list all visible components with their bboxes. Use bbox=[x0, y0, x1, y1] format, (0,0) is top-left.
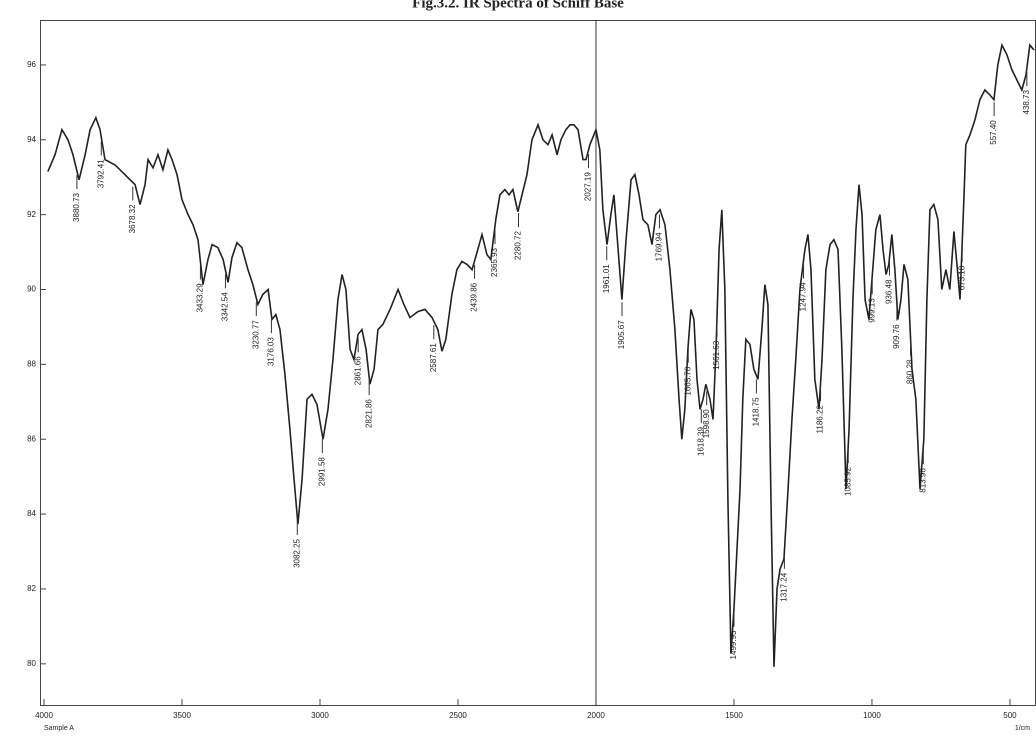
chart-title: Fig.3.2. IR Spectra of Schiff Base bbox=[412, 0, 624, 11]
spectrum-line bbox=[47, 42, 1035, 667]
peak-label: 3230.77 bbox=[251, 320, 260, 349]
peak-label: 3678.32 bbox=[128, 204, 137, 233]
peak-label: 673.18 bbox=[957, 265, 966, 290]
x-tick-label: 2500 bbox=[449, 711, 467, 720]
peak-label: 2821.86 bbox=[364, 399, 373, 428]
peak-label: 2587.61 bbox=[429, 343, 438, 372]
y-tick-label: 86 bbox=[27, 434, 36, 443]
peak-label: 3792.41 bbox=[96, 159, 105, 188]
x-tick-label: 1000 bbox=[863, 711, 881, 720]
y-tick-label: 84 bbox=[27, 509, 36, 518]
x-tick-label: 1500 bbox=[725, 711, 743, 720]
peak-label: 2027.19 bbox=[584, 172, 593, 201]
y-tick-label: 88 bbox=[27, 359, 36, 368]
peak-label: 1561.63 bbox=[712, 340, 721, 369]
peak-label: 1598.90 bbox=[702, 409, 711, 438]
peak-label: 999.13 bbox=[867, 298, 876, 323]
y-tick-label: 96 bbox=[27, 60, 36, 69]
peak-label: 1247.94 bbox=[799, 282, 808, 311]
peak-label: 1499.95 bbox=[729, 630, 738, 659]
peak-label: 2280.72 bbox=[514, 231, 523, 260]
peak-label: 1186.22 bbox=[816, 405, 825, 434]
y-tick-label: 80 bbox=[27, 659, 36, 668]
peak-label: 3433.29 bbox=[196, 283, 205, 312]
peak-label: 2439.86 bbox=[470, 282, 479, 311]
x-tick-label: 3000 bbox=[311, 711, 329, 720]
peak-label: 1317.24 bbox=[780, 572, 789, 601]
peak-label: 1085.92 bbox=[843, 466, 852, 495]
peak-label: 909.76 bbox=[892, 324, 901, 349]
x-axis-label: 1/cm bbox=[1015, 725, 1030, 732]
peak-label: 936.48 bbox=[885, 279, 894, 304]
x-tick-label: 2000 bbox=[587, 711, 605, 720]
peak-label: 3880.73 bbox=[72, 192, 81, 221]
x-tick-label: 3500 bbox=[173, 711, 191, 720]
sample-label: Sample A bbox=[44, 725, 74, 732]
x-tick-label: 500 bbox=[1003, 711, 1017, 720]
peak-label: 2991.58 bbox=[317, 457, 326, 486]
y-tick-label: 90 bbox=[27, 285, 36, 294]
peak-label: 1418.75 bbox=[752, 397, 761, 426]
peak-label: 1665.70 bbox=[683, 366, 692, 395]
peak-label: 860.28 bbox=[906, 359, 915, 384]
peak-label: 3176.03 bbox=[267, 337, 276, 366]
peak-label: 813.96 bbox=[918, 468, 927, 493]
y-tick-label: 82 bbox=[27, 584, 36, 593]
peak-label: 2861.66 bbox=[353, 356, 362, 385]
peak-label: 1618.39 bbox=[696, 427, 705, 456]
y-tick-label: 94 bbox=[27, 135, 36, 144]
peak-label: 1961.01 bbox=[602, 264, 611, 293]
peak-label: 1905.67 bbox=[617, 320, 626, 349]
y-tick-label: 92 bbox=[27, 210, 36, 219]
peak-label: 438.73 bbox=[1022, 89, 1031, 114]
x-tick-label: 4000 bbox=[35, 711, 53, 720]
peak-label: 2365.93 bbox=[490, 247, 499, 276]
peak-label: 3342.54 bbox=[221, 292, 230, 321]
peak-label: 1769.94 bbox=[655, 232, 664, 261]
peak-label: 3082.25 bbox=[292, 538, 301, 567]
peak-label: 557.40 bbox=[989, 120, 998, 145]
